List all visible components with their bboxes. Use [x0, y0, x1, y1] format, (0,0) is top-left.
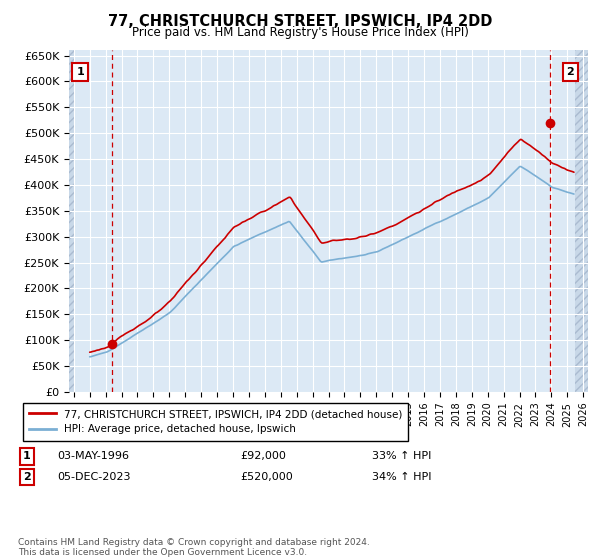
Text: 03-MAY-1996: 03-MAY-1996 [57, 451, 129, 461]
Text: 2: 2 [23, 472, 31, 482]
Text: 77, CHRISTCHURCH STREET, IPSWICH, IP4 2DD: 77, CHRISTCHURCH STREET, IPSWICH, IP4 2D… [108, 14, 492, 29]
Text: 1: 1 [76, 67, 84, 77]
Bar [69, 50, 74, 392]
Text: 05-DEC-2023: 05-DEC-2023 [57, 472, 131, 482]
Text: £520,000: £520,000 [240, 472, 293, 482]
Text: Price paid vs. HM Land Registry's House Price Index (HPI): Price paid vs. HM Land Registry's House … [131, 26, 469, 39]
Text: 34% ↑ HPI: 34% ↑ HPI [372, 472, 431, 482]
Bar [575, 50, 588, 392]
Text: 33% ↑ HPI: 33% ↑ HPI [372, 451, 431, 461]
Legend: 77, CHRISTCHURCH STREET, IPSWICH, IP4 2DD (detached house), HPI: Average price, : 77, CHRISTCHURCH STREET, IPSWICH, IP4 2D… [23, 403, 409, 441]
Text: £92,000: £92,000 [240, 451, 286, 461]
Text: 2: 2 [566, 67, 574, 77]
Text: 1: 1 [23, 451, 31, 461]
Text: Contains HM Land Registry data © Crown copyright and database right 2024.
This d: Contains HM Land Registry data © Crown c… [18, 538, 370, 557]
